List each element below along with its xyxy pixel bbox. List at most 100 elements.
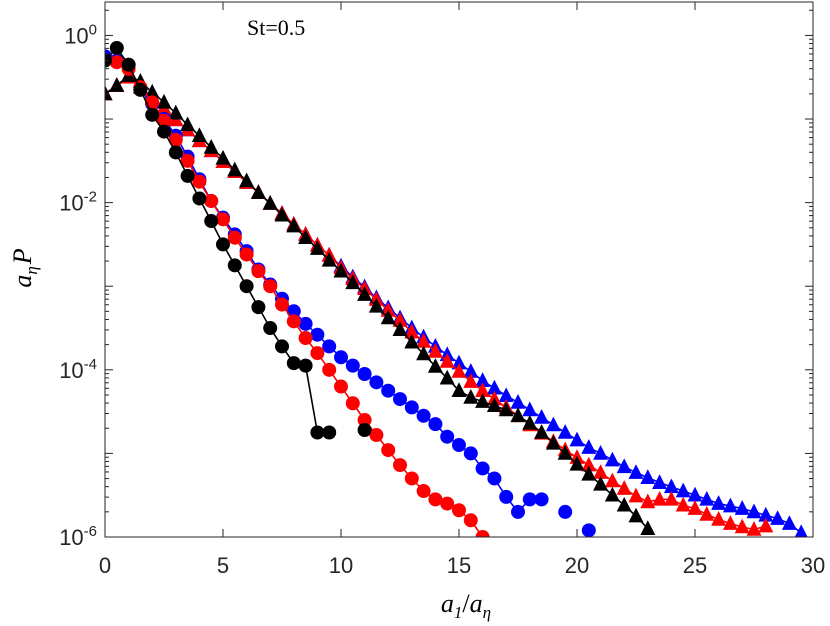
data-point xyxy=(157,124,171,139)
data-point xyxy=(239,172,255,188)
data-point xyxy=(357,366,372,381)
data-point xyxy=(463,363,479,378)
data-point xyxy=(191,127,207,143)
data-point xyxy=(298,331,313,346)
data-point xyxy=(368,297,384,313)
data-point xyxy=(298,358,313,373)
data-point xyxy=(322,362,337,377)
data-point xyxy=(475,393,491,408)
data-point xyxy=(393,458,407,473)
data-point xyxy=(487,471,502,486)
x-tick-label: 25 xyxy=(683,553,707,578)
data-point xyxy=(522,401,538,417)
data-point xyxy=(216,212,230,227)
data-point xyxy=(168,104,184,120)
y-tick-label: 10-6 xyxy=(59,523,97,550)
data-point xyxy=(286,356,301,371)
data-point xyxy=(794,524,808,537)
data-point xyxy=(156,93,172,109)
x-tick-label: 5 xyxy=(217,553,229,578)
data-point xyxy=(310,327,325,342)
data-point xyxy=(734,518,750,534)
data-point xyxy=(404,400,419,415)
data-point xyxy=(369,375,384,390)
data-point xyxy=(628,507,644,523)
data-point xyxy=(711,495,727,510)
data-point xyxy=(663,490,679,506)
data-point xyxy=(393,392,407,407)
data-point xyxy=(452,438,466,453)
data-point xyxy=(498,401,514,417)
x-tick-label: 15 xyxy=(447,553,471,578)
data-point xyxy=(511,504,525,519)
data-point xyxy=(498,387,514,403)
data-point xyxy=(310,425,325,440)
y-tick-label: 10-2 xyxy=(59,189,97,216)
data-point xyxy=(452,503,466,518)
data-point xyxy=(309,240,325,255)
y-axis-label: aηP xyxy=(8,248,41,287)
data-point xyxy=(722,515,738,530)
data-point xyxy=(463,373,479,388)
data-point xyxy=(404,323,420,339)
data-point xyxy=(758,517,774,533)
data-point xyxy=(557,424,573,439)
data-point xyxy=(746,503,762,519)
data-point xyxy=(251,300,266,315)
data-point xyxy=(510,394,526,409)
data-point xyxy=(204,193,219,208)
data-point xyxy=(144,83,160,99)
data-point xyxy=(369,428,384,443)
data-point xyxy=(675,482,691,498)
data-point xyxy=(604,486,620,502)
data-point xyxy=(545,416,561,432)
annotation-label: St=0.5 xyxy=(247,15,305,40)
data-point xyxy=(263,321,278,336)
data-point xyxy=(392,321,408,336)
data-point xyxy=(652,474,668,489)
x-tick-label: 10 xyxy=(329,553,353,578)
data-point xyxy=(381,383,396,398)
data-point xyxy=(604,451,620,467)
data-point xyxy=(534,424,550,439)
data-point xyxy=(687,500,703,515)
data-point xyxy=(322,339,337,354)
data-point xyxy=(192,191,207,206)
data-point xyxy=(145,95,160,110)
plot-area xyxy=(105,2,813,537)
data-point xyxy=(239,247,254,262)
data-point xyxy=(345,358,360,373)
data-point xyxy=(557,445,573,460)
data-point xyxy=(121,57,136,72)
data-point xyxy=(640,493,656,509)
data-point xyxy=(322,425,337,440)
data-point xyxy=(499,489,514,504)
data-point xyxy=(475,382,491,398)
data-point xyxy=(357,412,372,427)
x-tick-label: 20 xyxy=(565,553,589,578)
data-point xyxy=(663,478,679,494)
data-point xyxy=(334,350,348,365)
data-point xyxy=(428,417,443,432)
data-point xyxy=(345,274,361,290)
data-point xyxy=(180,153,195,168)
x-tick-label: 0 xyxy=(99,553,111,578)
data-point xyxy=(463,513,478,528)
data-point xyxy=(192,174,207,189)
data-point xyxy=(616,496,632,512)
data-point xyxy=(404,333,420,349)
data-point xyxy=(522,414,538,430)
data-point xyxy=(734,500,750,515)
data-point xyxy=(357,286,373,301)
data-point xyxy=(286,217,302,233)
data-point xyxy=(227,230,242,245)
y-tick-label: 10-4 xyxy=(59,356,97,383)
data-point xyxy=(204,214,219,229)
data-point xyxy=(640,520,656,535)
data-point xyxy=(558,504,573,519)
data-point xyxy=(486,379,502,395)
data-point xyxy=(203,139,219,154)
data-point xyxy=(416,408,431,423)
data-point xyxy=(758,506,774,522)
